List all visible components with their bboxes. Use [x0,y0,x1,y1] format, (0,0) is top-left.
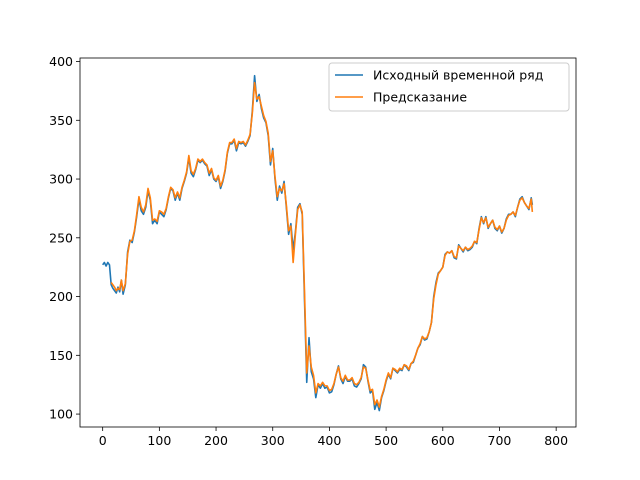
y-tick-label: 350 [49,113,73,128]
x-tick-label: 200 [204,433,228,448]
x-tick-label: 500 [374,433,398,448]
axes-layer [79,57,577,428]
y-tick-label: 200 [49,289,73,304]
x-axis: 0 100 200 300 400 500 600 700 800 [99,427,568,448]
x-tick-label: 300 [261,433,285,448]
y-axis: 100 150 200 250 300 350 400 [49,54,80,422]
y-tick-label: 400 [49,54,73,69]
series-layer [102,74,534,412]
y-tick-label: 250 [49,230,73,245]
x-tick-label: 800 [544,433,568,448]
plot-area [80,58,576,427]
legend-box [328,62,570,112]
legend: Исходный временной ряд Предсказание [328,62,570,112]
axes-frame [79,57,577,428]
legend-label-series-1: Предсказание [373,90,467,105]
x-tick-label: 100 [147,433,171,448]
x-tick-label: 700 [488,433,512,448]
y-tick-label: 150 [49,348,73,363]
y-tick-label: 300 [49,172,73,187]
x-tick-label: 0 [99,433,107,448]
series-line-1 [110,81,534,408]
x-tick-label: 400 [317,433,341,448]
y-tick-label: 100 [49,407,73,422]
x-tick-label: 600 [431,433,455,448]
legend-label-series-0: Исходный временной ряд [373,68,543,83]
